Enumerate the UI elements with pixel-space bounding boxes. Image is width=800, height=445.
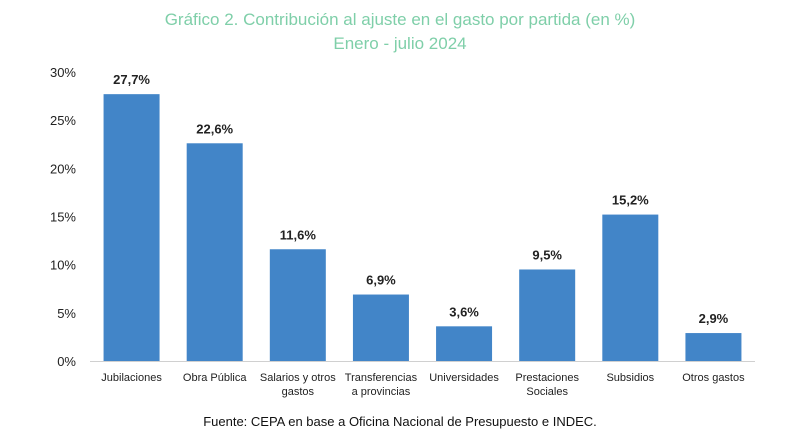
data-label: 6,9% bbox=[366, 273, 396, 288]
bar bbox=[519, 269, 576, 361]
bar bbox=[436, 326, 493, 361]
y-tick-label: 10% bbox=[50, 258, 76, 273]
x-tick-label: Jubilaciones bbox=[101, 372, 162, 384]
bar bbox=[103, 94, 160, 361]
x-tick-label: Obra Pública bbox=[183, 372, 247, 384]
x-tick-label: Otros gastos bbox=[682, 372, 745, 384]
data-label: 9,5% bbox=[532, 247, 562, 262]
x-tick-label: Subsidios bbox=[606, 372, 654, 384]
y-tick-label: 30% bbox=[50, 65, 76, 80]
data-label: 22,6% bbox=[196, 121, 233, 136]
y-tick-label: 5% bbox=[57, 306, 76, 321]
data-label: 15,2% bbox=[612, 193, 649, 208]
bar bbox=[352, 294, 409, 361]
source-note: Fuente: CEPA en base a Oficina Nacional … bbox=[203, 414, 597, 429]
chart-subtitle: Enero - julio 2024 bbox=[333, 34, 467, 53]
bar bbox=[186, 143, 243, 361]
chart-title: Gráfico 2. Contribución al ajuste en el … bbox=[164, 10, 636, 29]
data-label: 27,7% bbox=[113, 72, 150, 87]
x-tick-label: Prestaciones Sociales bbox=[515, 372, 579, 398]
y-tick-label: 0% bbox=[57, 354, 76, 369]
y-tick-label: 15% bbox=[50, 210, 76, 225]
data-label: 2,9% bbox=[699, 311, 729, 326]
x-tick-label: Salarios y otros gastos bbox=[260, 372, 336, 398]
data-label: 11,6% bbox=[280, 227, 317, 242]
bar bbox=[269, 249, 326, 361]
data-label: 3,6% bbox=[449, 304, 479, 319]
x-tick-label: Transferencias a provincias bbox=[345, 372, 418, 398]
x-tick-label: Universidades bbox=[429, 372, 499, 384]
y-tick-label: 25% bbox=[50, 113, 76, 128]
y-tick-label: 20% bbox=[50, 161, 76, 176]
bar bbox=[685, 333, 742, 361]
bar bbox=[602, 214, 659, 361]
